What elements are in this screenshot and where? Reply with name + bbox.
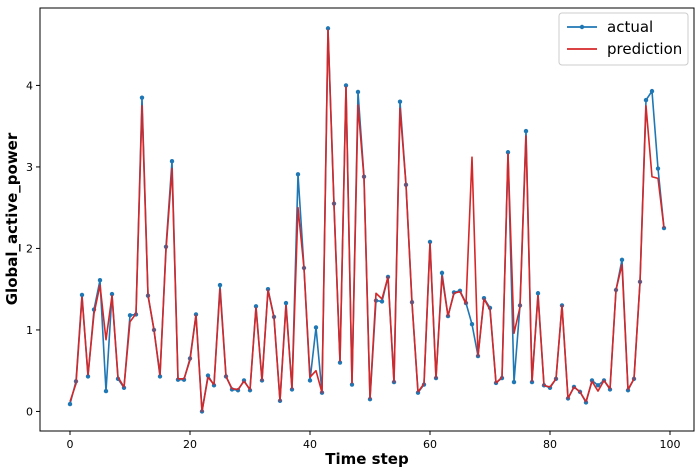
data-point-actual (289, 387, 295, 392)
data-point-actual (529, 379, 535, 385)
data-point-actual (283, 300, 289, 306)
legend-actual-label: actual (607, 18, 653, 36)
data-point-actual (427, 239, 433, 245)
data-point-actual (79, 292, 85, 298)
data-point-actual (655, 166, 661, 171)
x-tick-label: 0 (67, 438, 74, 451)
y-tick-label: 0 (26, 405, 33, 418)
data-point-actual (511, 379, 517, 385)
data-point-actual (169, 159, 175, 164)
series-line-prediction (69, 29, 665, 413)
plot-layer (67, 26, 667, 414)
data-point-actual (469, 322, 475, 327)
data-point-actual (535, 291, 541, 296)
y-tick-label: 4 (26, 79, 33, 92)
data-point-actual (367, 397, 373, 402)
data-point-actual (349, 382, 355, 387)
data-point-actual (625, 388, 631, 393)
data-point-actual (523, 128, 529, 134)
data-point-actual (67, 401, 73, 407)
x-tick-label: 60 (423, 438, 437, 451)
x-tick-label: 100 (660, 438, 681, 451)
data-point-actual (343, 83, 349, 88)
data-point-actual (355, 89, 361, 95)
y-axis-label: Global_active_power (3, 132, 21, 305)
x-tick-label: 40 (303, 438, 317, 451)
y-axis-ticks: 0 1 2 3 4 (26, 79, 40, 418)
legend-actual-marker (579, 24, 585, 30)
legend-box (558, 12, 689, 66)
x-axis-label: Time step (325, 450, 409, 468)
data-point-actual (619, 257, 625, 263)
data-point-actual (193, 312, 199, 317)
data-point-actual (97, 278, 103, 283)
x-tick-label: 20 (183, 438, 197, 451)
data-point-actual (157, 374, 163, 379)
x-tick-label: 80 (543, 438, 557, 451)
data-point-actual (109, 291, 115, 297)
data-point-actual (313, 325, 319, 330)
data-point-actual (505, 150, 511, 155)
legend-prediction-label: prediction (607, 40, 682, 58)
x-axis-ticks: 0 20 40 60 80 100 (67, 431, 681, 451)
data-point-actual (595, 383, 601, 388)
data-point-actual (127, 313, 133, 318)
data-point-actual (265, 286, 271, 292)
data-point-actual (325, 26, 331, 31)
data-point-actual (295, 172, 301, 177)
data-point-actual (205, 373, 211, 378)
data-point-actual (139, 95, 145, 100)
data-point-actual (307, 378, 313, 383)
data-point-actual (397, 99, 403, 104)
data-point-actual (643, 97, 649, 103)
data-point-actual (103, 388, 109, 394)
data-point-actual (217, 282, 223, 288)
y-tick-label: 2 (26, 242, 33, 255)
data-point-actual (439, 270, 445, 276)
plot-frame (39, 7, 695, 432)
data-point-actual (649, 88, 655, 94)
data-point-actual (337, 360, 343, 365)
legend: actual prediction (558, 12, 689, 66)
data-point-actual (253, 304, 259, 309)
y-tick-label: 1 (26, 324, 33, 337)
data-point-actual (379, 299, 385, 304)
data-point-actual (481, 295, 487, 301)
data-point-actual (85, 374, 91, 379)
y-tick-label: 3 (26, 161, 33, 174)
